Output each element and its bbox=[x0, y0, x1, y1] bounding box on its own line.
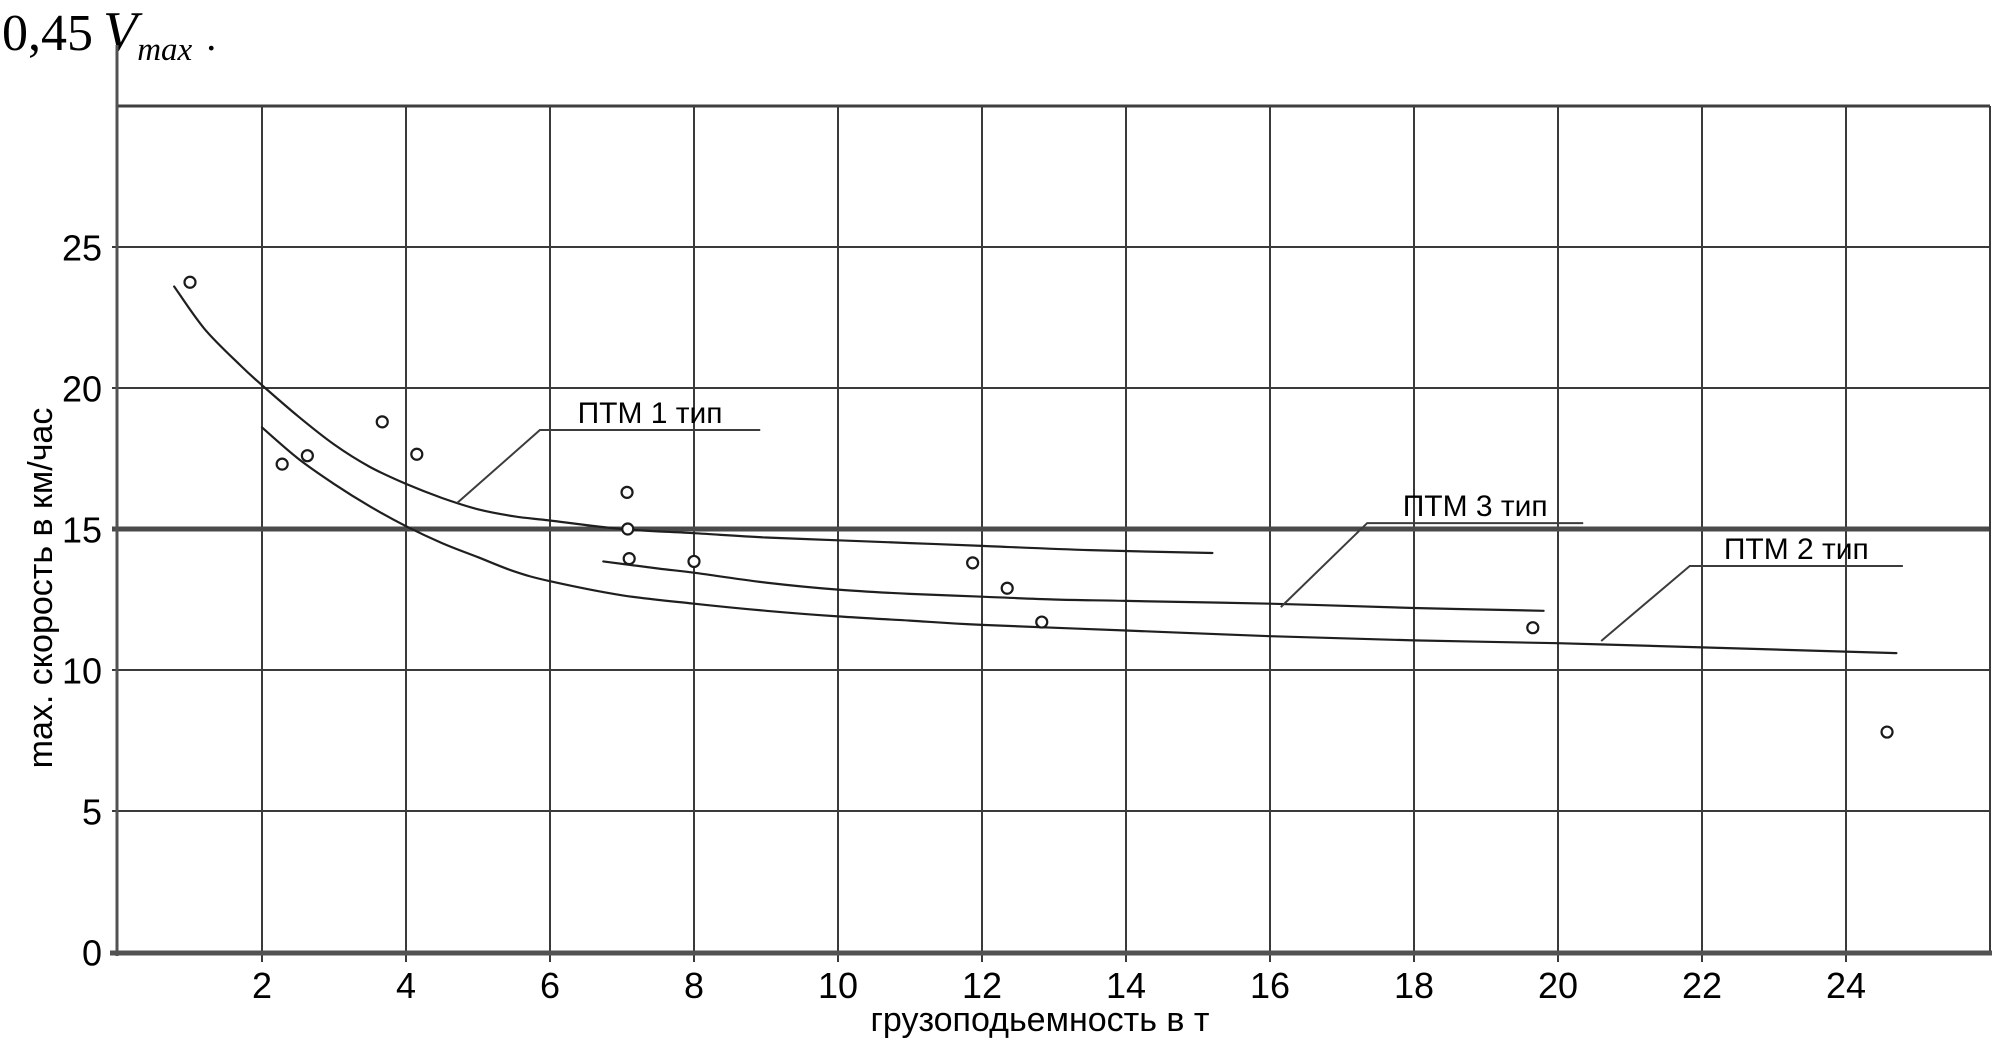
scatter-points bbox=[183, 275, 1894, 739]
curve-annotations: ПТМ 1 тип ПТМ 3 тип ПТМ 2 тип bbox=[456, 397, 1903, 642]
x-tick-label: 12 bbox=[962, 965, 1002, 1006]
data-point bbox=[621, 522, 635, 536]
curve-ptm-type-3 bbox=[602, 560, 1545, 612]
x-tick-label: 2 bbox=[252, 965, 272, 1006]
data-point bbox=[1035, 615, 1049, 629]
y-tick-label: 25 bbox=[62, 228, 102, 269]
annotation-leader-line bbox=[456, 429, 761, 504]
curves-layer bbox=[173, 285, 1898, 655]
formula-period: . bbox=[196, 14, 217, 59]
data-point bbox=[620, 485, 634, 499]
y-tick-label: 0 bbox=[82, 933, 102, 974]
x-tick-label: 6 bbox=[540, 965, 560, 1006]
curve-label: ПТМ 1 тип bbox=[578, 397, 723, 430]
x-tick-label: 20 bbox=[1538, 965, 1578, 1006]
curve-label: ПТМ 3 тип bbox=[1403, 490, 1548, 523]
curve-ptm-type-1 bbox=[173, 285, 1214, 555]
x-axis-title: грузоподьемность в т bbox=[871, 1001, 1210, 1039]
y-tick-label: 20 bbox=[62, 369, 102, 410]
y-tick-label: 10 bbox=[62, 651, 102, 692]
annotation-leader-line bbox=[1600, 564, 1903, 642]
formula-coefficient: 0,45 bbox=[2, 5, 93, 62]
x-tick-label: 22 bbox=[1682, 965, 1722, 1006]
curve-ptm-type-2 bbox=[260, 426, 1898, 655]
curve-label: ПТМ 2 тип bbox=[1724, 533, 1869, 566]
y-axis-title: max. скорость в км/час bbox=[22, 408, 60, 769]
grid-layer bbox=[112, 106, 1990, 962]
axis-titles: грузоподьемность в т max. скорость в км/ч… bbox=[22, 408, 1209, 1039]
y-tick-label: 15 bbox=[62, 510, 102, 551]
x-tick-label: 8 bbox=[684, 965, 704, 1006]
x-tick-label: 10 bbox=[818, 965, 858, 1006]
data-point bbox=[1000, 581, 1014, 595]
data-point bbox=[275, 457, 289, 471]
x-tick-label: 16 bbox=[1250, 965, 1290, 1006]
data-point bbox=[183, 275, 197, 289]
formula-variable-v: V bbox=[103, 1, 138, 63]
data-point bbox=[410, 447, 424, 461]
formula-subscript-max: max bbox=[137, 32, 193, 68]
y-tick-label: 5 bbox=[82, 792, 102, 833]
data-point bbox=[687, 554, 701, 569]
data-point bbox=[300, 449, 314, 463]
data-point bbox=[966, 556, 980, 570]
formula-045-vmax: 0,45 Vmax . bbox=[2, 1, 217, 66]
data-point bbox=[1526, 621, 1540, 635]
annotation-leader-line bbox=[1280, 522, 1584, 608]
axes-layer bbox=[110, 45, 1992, 956]
x-tick-label: 4 bbox=[396, 965, 416, 1006]
x-tick-label: 24 bbox=[1826, 965, 1866, 1006]
x-tick-label: 14 bbox=[1106, 965, 1146, 1006]
data-point bbox=[375, 415, 389, 429]
data-point bbox=[1880, 725, 1894, 739]
x-tick-label: 18 bbox=[1394, 965, 1434, 1006]
data-point bbox=[622, 552, 636, 566]
